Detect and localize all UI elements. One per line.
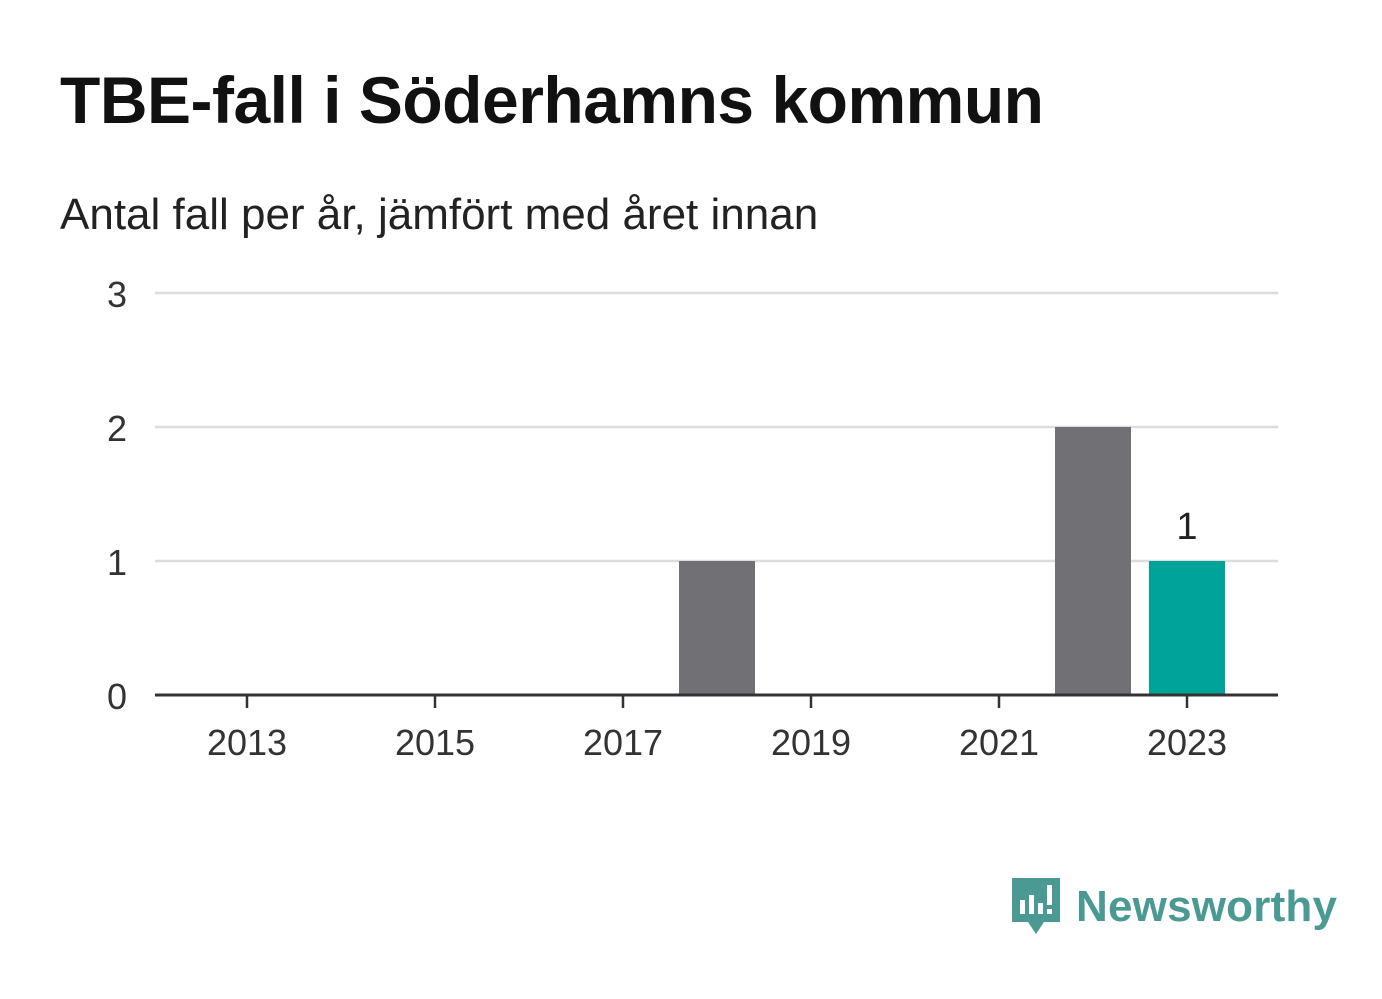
y-tick-label: 0 <box>107 676 127 717</box>
y-tick-label: 2 <box>107 408 127 449</box>
data-label: 1 <box>1176 506 1197 548</box>
x-tick-label: 2021 <box>959 722 1039 763</box>
labels: 0 1 2 3 2013 2015 2017 2019 2021 2023 1 <box>107 274 1227 763</box>
x-tick-label: 2019 <box>771 722 851 763</box>
brand-name: Newsworthy <box>1076 882 1338 931</box>
brand-logo: Newsworthy <box>1010 876 1337 938</box>
x-tick-label: 2023 <box>1147 722 1227 763</box>
axes <box>155 693 1278 708</box>
x-tick-label: 2013 <box>207 722 287 763</box>
newsworthy-logo-icon <box>1012 878 1060 934</box>
chart-subtitle: Antal fall per år, jämfört med året inna… <box>60 190 819 239</box>
y-tick-label: 1 <box>107 542 127 583</box>
chart-title: TBE-fall i Söderhamns kommun <box>60 63 1044 137</box>
bar <box>1055 427 1131 695</box>
bar <box>1149 561 1225 695</box>
x-tick-label: 2015 <box>395 722 475 763</box>
bars <box>679 427 1225 695</box>
bar <box>679 561 755 695</box>
y-tick-label: 3 <box>107 274 127 315</box>
x-tick-label: 2017 <box>583 722 663 763</box>
